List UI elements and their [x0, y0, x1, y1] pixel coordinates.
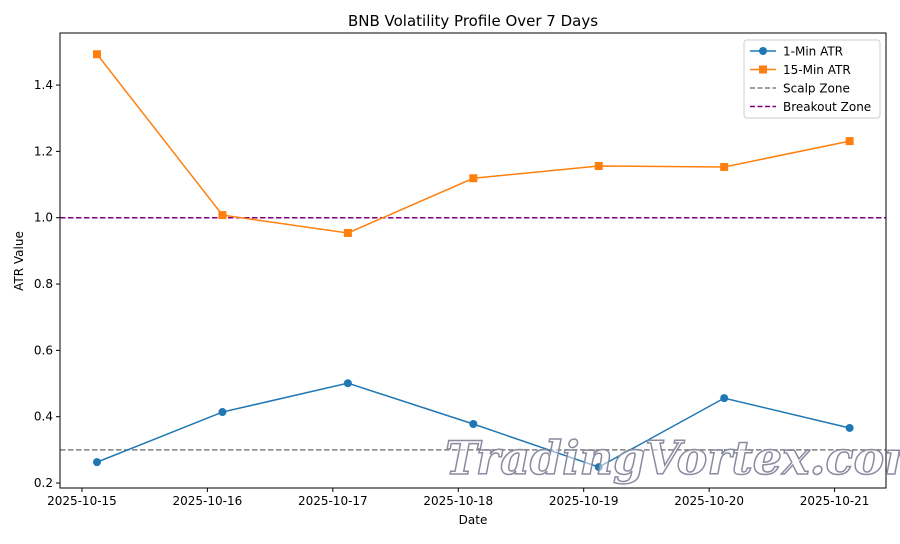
legend-label: Scalp Zone	[783, 82, 850, 96]
x-tick-label: 2025-10-19	[549, 494, 619, 508]
15-min-atr-point	[594, 161, 603, 170]
y-tick-label: 0.6	[34, 343, 53, 357]
legend-label: 1-Min ATR	[783, 45, 843, 59]
15-min-atr-point	[469, 174, 478, 183]
15-min-atr-point	[845, 137, 854, 146]
y-axis-label: ATR Value	[12, 231, 26, 291]
1-min-atr-point	[720, 394, 729, 403]
1-min-atr-point	[218, 408, 227, 417]
x-tick-label: 2025-10-15	[47, 494, 117, 508]
plot-frame	[59, 32, 887, 489]
1-min-atr-point	[343, 379, 352, 388]
watermark: TradingVortex.com	[445, 431, 900, 485]
x-axis-label: Date	[459, 513, 488, 527]
y-tick-label: 0.4	[34, 410, 53, 424]
1-min-atr-point	[469, 419, 478, 428]
1-min-atr-point	[93, 458, 102, 467]
x-tick-label: 2025-10-16	[173, 494, 243, 508]
1-min-atr-point	[845, 423, 854, 432]
y-tick-label: 0.8	[34, 277, 53, 291]
chart-title: BNB Volatility Profile Over 7 Days	[348, 12, 598, 30]
legend-marker	[759, 47, 767, 55]
15-min-atr-point	[720, 162, 729, 171]
y-tick-label: 1.2	[34, 144, 53, 158]
legend-box	[743, 39, 881, 119]
x-tick-label: 2025-10-20	[674, 494, 744, 508]
15-min-atr-line	[96, 53, 850, 234]
legend: 1-Min ATR 15-Min ATR Scalp Zone Breakout Zo…	[743, 39, 881, 119]
x-tick-label: 2025-10-18	[423, 494, 493, 508]
x-tick-label: 2025-10-21	[800, 494, 870, 508]
legend-label: Breakout Zone	[783, 100, 871, 114]
x-tick-label: 2025-10-17	[298, 494, 368, 508]
y-tick-label: 0.2	[34, 476, 53, 490]
15-min-atr-point	[218, 211, 227, 220]
legend-label: 15-Min ATR	[783, 63, 851, 77]
legend-marker	[759, 65, 767, 74]
1-min-atr-point	[594, 463, 603, 472]
15-min-atr-point	[343, 228, 352, 237]
y-tick-label: 1.0	[34, 211, 53, 225]
y-tick-label: 1.4	[34, 78, 53, 92]
15-min-atr-point	[93, 50, 102, 59]
